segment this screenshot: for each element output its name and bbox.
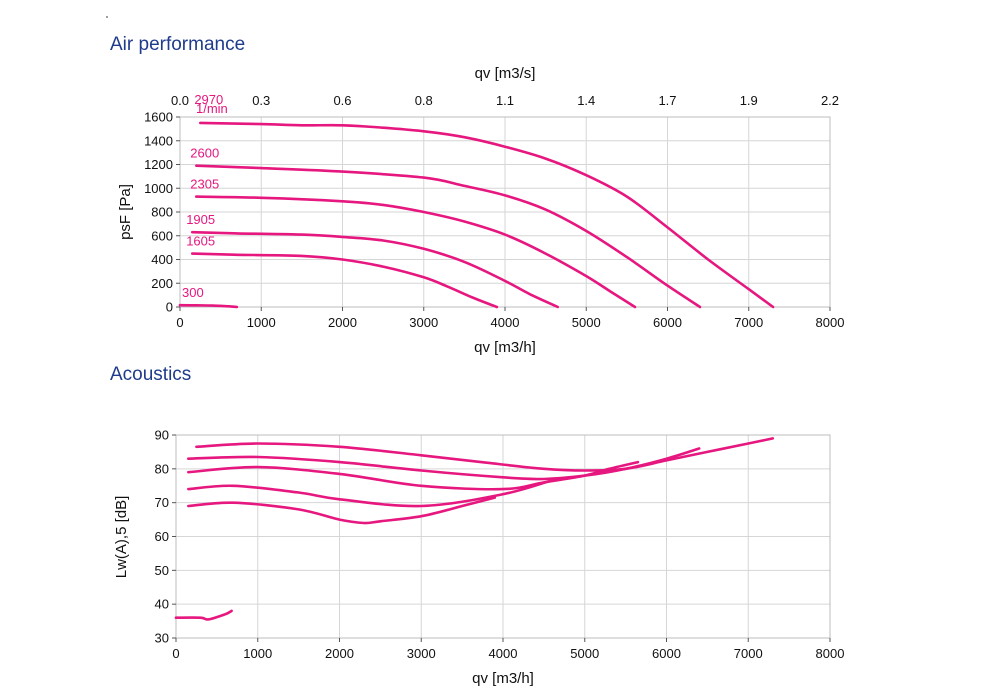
air-top-tick-label: 1.7: [658, 93, 676, 108]
air-top-axis-label: qv [m3/s]: [475, 65, 536, 82]
air-y-axis-label: psF [Pa]: [117, 184, 134, 240]
corner-mark: [106, 16, 108, 18]
air-x-tick-label: 6000: [653, 315, 682, 330]
air-curve-300: [178, 303, 239, 309]
acoustics-title: Acoustics: [110, 364, 192, 385]
air-y-tick-label: 1600: [144, 110, 173, 125]
air-y-tick-label: 600: [151, 228, 173, 243]
air-curve-1905: [190, 230, 560, 309]
air-performance-title: Air performance: [110, 34, 246, 55]
air-speed-label-2305: 2305: [190, 177, 219, 192]
air-speed-label-1905: 1905: [186, 212, 215, 227]
air-y-tick-label: 800: [151, 205, 173, 220]
air-curve-2600: [195, 164, 702, 309]
air-top-tick-label: 1.9: [740, 93, 758, 108]
air-curve-2970: [199, 121, 775, 309]
air-x-axis-label: qv [m3/h]: [474, 339, 536, 356]
air-speed-label-2600: 2600: [190, 146, 219, 161]
air-top-tick-label: 0.8: [415, 93, 433, 108]
air-x-tick-label: 8000: [816, 315, 845, 330]
air-curve-2305: [195, 195, 637, 309]
air-y-tick-label: 0: [166, 300, 173, 315]
air-speed-unit-label: 1/min: [196, 101, 228, 116]
air-top-tick-label: 0.6: [333, 93, 351, 108]
air-y-tick-label: 200: [151, 276, 173, 291]
air-y-tick-label: 1400: [144, 133, 173, 148]
air-top-tick-label: 1.4: [577, 93, 595, 108]
air-x-tick-label: 0: [176, 315, 183, 330]
air-y-tick-label: 1000: [144, 181, 173, 196]
air-speed-label-1605: 1605: [186, 234, 215, 249]
air-top-tick-label: 0.3: [252, 93, 270, 108]
air-x-tick-label: 1000: [247, 315, 276, 330]
air-x-tick-label: 7000: [734, 315, 763, 330]
air-x-tick-label: 5000: [572, 315, 601, 330]
air-x-tick-label: 2000: [328, 315, 357, 330]
air-y-tick-label: 400: [151, 252, 173, 267]
air-top-tick-label: 1.1: [496, 93, 514, 108]
air-curve-1605: [190, 252, 499, 309]
air-y-tick-label: 1200: [144, 157, 173, 172]
air-x-tick-label: 4000: [491, 315, 520, 330]
air-top-tick-label: 0.0: [171, 93, 189, 108]
air-speed-label-300: 300: [182, 285, 204, 300]
air-top-tick-label: 2.2: [821, 93, 839, 108]
air-x-tick-label: 3000: [409, 315, 438, 330]
air-ticks: 0 1000 2000 3000 4000 5000 6000 7000 8000 0 200 400…: [144, 93, 844, 330]
air-speed-label-2970: 2970: [194, 92, 223, 107]
air-curves: 2970 2600 2305 1905 1605 300: [178, 92, 775, 309]
